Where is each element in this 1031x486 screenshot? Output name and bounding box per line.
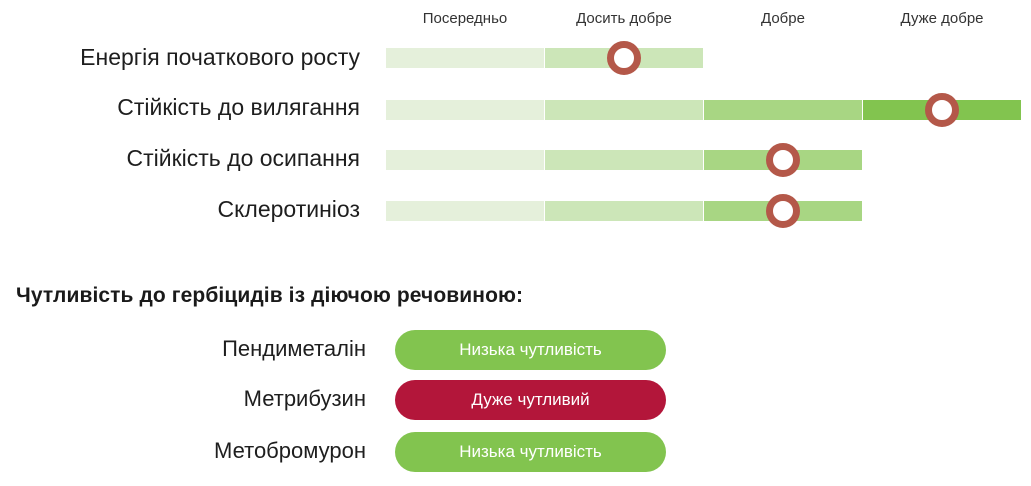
herbicide-label: Метрибузин (243, 386, 366, 411)
rating-segment (386, 100, 544, 120)
sensitivity-badge: Дуже чутливий (395, 380, 666, 420)
rating-marker-icon (607, 41, 641, 75)
trait-label: Склеротиніоз (217, 196, 361, 222)
scale-header-fairly-good: Досить добре (576, 10, 672, 27)
herbicide-label: Пендиметалін (222, 336, 366, 361)
scale-header-very-good: Дуже добре (900, 10, 984, 27)
rating-marker-icon (766, 143, 800, 177)
rating-segment (386, 150, 544, 170)
herbicide-section-title: Чутливість до гербіцидів із діючою речов… (16, 284, 524, 307)
trait-label: Енергія початкового росту (80, 44, 360, 70)
herbicide-label: Метобромурон (214, 438, 366, 463)
trait-label: Стійкість до вилягання (117, 94, 360, 120)
rating-marker-icon (766, 194, 800, 228)
rating-segment (386, 48, 544, 68)
scale-header-good: Добре (761, 10, 805, 27)
rating-marker-icon (925, 93, 959, 127)
rating-segment (545, 201, 703, 221)
rating-segment (386, 201, 544, 221)
trait-label: Стійкість до осипання (126, 145, 360, 171)
sensitivity-badge: Низька чутливість (395, 330, 666, 370)
scale-header-mediocre: Посередньо (422, 10, 508, 27)
sensitivity-badge: Низька чутливість (395, 432, 666, 472)
rating-segment (704, 100, 862, 120)
rating-segment (545, 100, 703, 120)
rating-segment (545, 150, 703, 170)
